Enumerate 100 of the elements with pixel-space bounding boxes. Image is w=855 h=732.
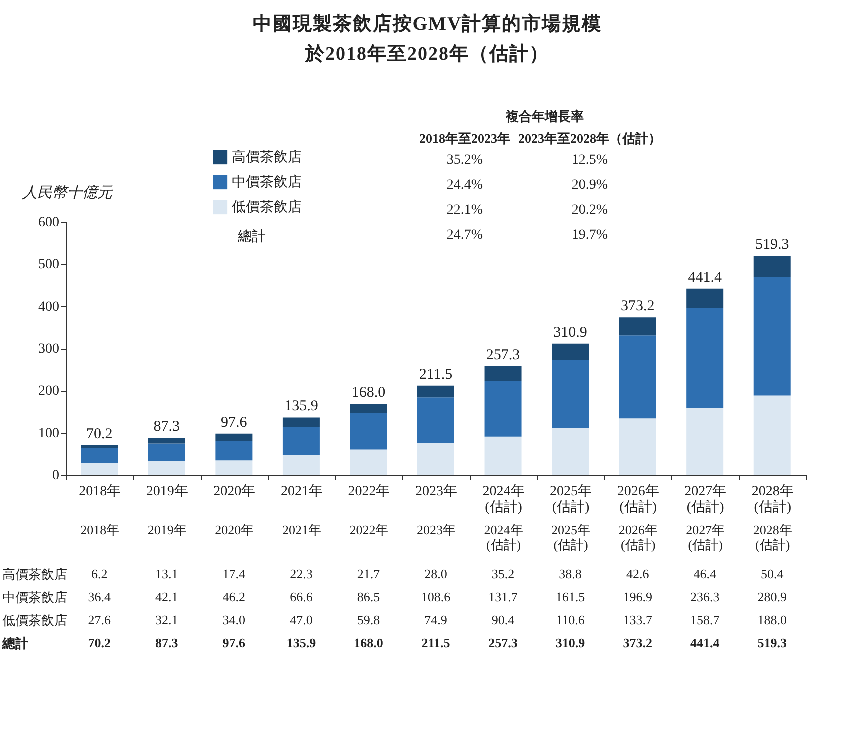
total-label: 257.3 — [486, 348, 520, 364]
text: 複合年增長率 — [506, 108, 584, 126]
legend-label: 中價茶飲店 — [232, 174, 302, 190]
x-tick-label: 2028年 (估計) — [752, 484, 794, 516]
bar — [418, 443, 454, 475]
x-tick-label: 2018年 — [79, 484, 122, 500]
bar — [216, 460, 253, 475]
text: 87.3 — [156, 636, 178, 650]
data-label: 42.1 — [156, 590, 178, 604]
text: 97.6 — [222, 636, 246, 650]
data-label: 22.3 — [290, 566, 313, 582]
total-label: 519.3 — [755, 237, 790, 254]
text: 70.2 — [88, 636, 112, 650]
bar — [754, 396, 791, 475]
category-label: 2020年 — [215, 522, 254, 538]
total-label: 97.6 — [221, 414, 248, 431]
text: 441.4 — [690, 636, 720, 650]
text: 519.3 — [758, 636, 787, 650]
bar — [148, 438, 186, 444]
data-label: 6.2 — [92, 566, 108, 582]
x-tick-label: 2026年 (估計) — [617, 484, 660, 516]
bar — [754, 256, 791, 278]
bar — [148, 461, 186, 475]
bar — [282, 418, 320, 428]
text: 低價茶飲店 — [2, 613, 68, 628]
legend-label: 低價茶飲店 — [232, 200, 302, 216]
data-label: 108.6 — [421, 590, 452, 604]
bar — [686, 408, 724, 475]
bar — [216, 441, 253, 461]
x-tick-label: 2021年 — [280, 484, 323, 500]
bar — [350, 404, 388, 414]
data-label: 74.9 — [424, 612, 448, 628]
data-label: 196.9 — [623, 590, 652, 604]
y-tick-label: 300 — [38, 342, 60, 357]
chart-subtitle: 於2018年至2028年（估計） — [304, 42, 550, 67]
bar — [619, 418, 656, 475]
total-label: 211.5 — [419, 366, 453, 383]
data-label: 66.6 — [290, 590, 314, 604]
text: 中價茶飲店 — [2, 590, 68, 605]
category-label: 2025年 (估計) — [552, 522, 591, 552]
y-tick-label: 0 — [52, 468, 60, 484]
bar — [282, 427, 320, 456]
data-label: 59.8 — [357, 612, 380, 628]
text: 168.0 — [354, 636, 384, 650]
total-label: 70.2 — [86, 426, 113, 442]
total-label: 373.2 — [620, 298, 655, 315]
bar — [81, 445, 118, 448]
text: 22.1% — [446, 203, 484, 219]
bar — [418, 386, 454, 398]
text: 高價茶飲店 — [2, 567, 68, 582]
bar — [754, 277, 791, 396]
category-label: 2019年 — [148, 522, 187, 538]
data-label: 13.1 — [156, 566, 178, 582]
annotation: 總計 — [238, 228, 266, 246]
text: 24.4% — [446, 178, 484, 194]
bar — [484, 436, 522, 475]
total-label: 168.0 — [352, 385, 386, 402]
bar — [686, 308, 724, 408]
chart-title: 中國現製茶飲店按GMV計算的市場規模 — [252, 12, 604, 37]
data-label: 38.8 — [559, 566, 582, 582]
bar — [350, 450, 388, 475]
data-label: 36.4 — [88, 590, 112, 604]
text: 35.2% — [446, 153, 484, 169]
data-label: 21.7 — [357, 566, 381, 582]
total-label: 310.9 — [554, 324, 588, 341]
x-tick-label: 2023年 — [416, 484, 458, 500]
data-label: 34.0 — [222, 612, 246, 628]
category-label: 2028年 (估計) — [753, 522, 792, 552]
data-label: 110.6 — [556, 612, 586, 628]
data-label: 17.4 — [222, 566, 246, 582]
total-label: 135.9 — [284, 398, 318, 415]
x-tick-label: 2020年 — [214, 484, 256, 500]
text: 2023年至2028年（估計） — [518, 130, 662, 148]
data-label: 158.7 — [690, 612, 720, 628]
data-label: 236.3 — [690, 590, 720, 604]
bar — [216, 434, 253, 442]
category-label: 2026年 (估計) — [618, 522, 658, 552]
text: 373.2 — [623, 636, 652, 650]
annotation: 19.7% — [572, 228, 608, 244]
bar — [552, 428, 590, 475]
data-label: 47.0 — [290, 612, 313, 628]
bar — [484, 381, 522, 437]
data-label: 86.5 — [357, 590, 380, 604]
data-label: 42.6 — [626, 566, 650, 582]
annotation: 24.7% — [446, 228, 484, 244]
y-tick-label: 600 — [38, 216, 60, 230]
data-label: 46.2 — [222, 590, 246, 604]
data-label: 46.4 — [694, 566, 717, 582]
total-label: 441.4 — [688, 270, 722, 286]
total-label: 87.3 — [154, 419, 180, 436]
bar — [81, 463, 118, 475]
x-tick-label: 2027年 (估計) — [684, 484, 727, 516]
y-tick-label: 500 — [38, 258, 60, 273]
bar — [81, 448, 118, 464]
bar — [148, 444, 186, 462]
text: 211.5 — [422, 636, 450, 650]
category-label: 2022年 — [350, 522, 389, 538]
data-label: 133.7 — [623, 612, 653, 628]
data-label: 161.5 — [556, 590, 586, 604]
data-label: 27.6 — [88, 612, 112, 628]
